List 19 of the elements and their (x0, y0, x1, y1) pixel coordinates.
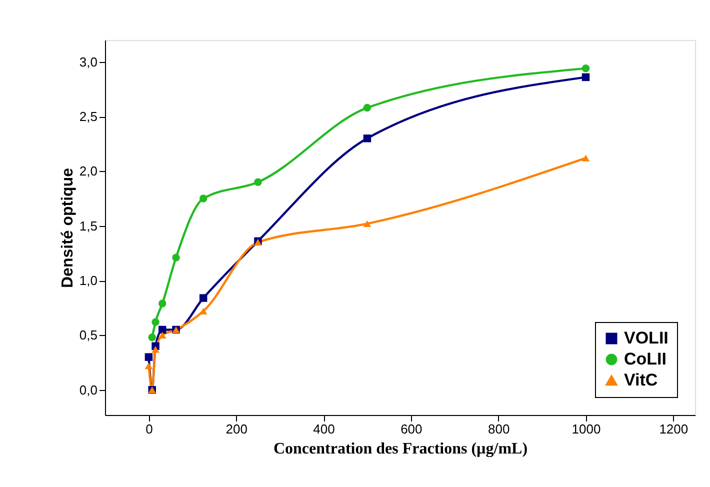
y-tick-label: 0,0 (79, 382, 98, 398)
y-tick-label: 2,5 (79, 109, 98, 124)
x-tick-label: 800 (488, 422, 510, 436)
x-tick-label: 200 (226, 422, 248, 436)
y-tick-label: 3,0 (79, 54, 98, 70)
x-tick-label: 400 (313, 422, 335, 436)
legend-label: VitC (624, 370, 658, 390)
x-tick-label: 1000 (572, 422, 601, 436)
y-tick-label: 2,0 (79, 164, 98, 179)
x-tick-label: 600 (400, 422, 422, 436)
x-axis-title: Concentration des Fractions (µg/mL) (273, 440, 528, 458)
x-tick-label: 1200 (659, 422, 688, 436)
y-tick-label: 0,5 (79, 328, 98, 343)
legend-label: CoLII (624, 350, 666, 368)
y-tick-label: 1,5 (79, 218, 98, 234)
x-tick-label: 0 (146, 422, 153, 436)
legend-label: VOLII (624, 328, 668, 348)
y-axis-title: Densité optique (59, 168, 76, 288)
y-tick-label: 1,0 (79, 273, 98, 288)
